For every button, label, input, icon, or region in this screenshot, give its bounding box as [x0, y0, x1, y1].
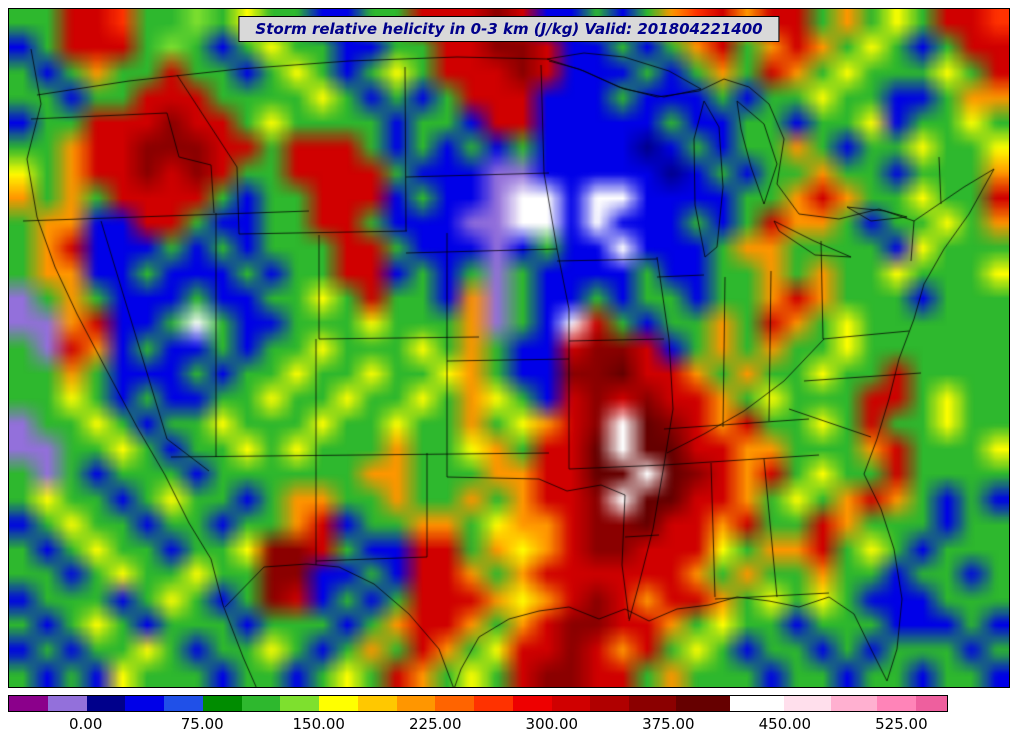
colorbar-segment: [86, 696, 126, 711]
colorbar-tick-label: 450.00: [758, 715, 812, 733]
colorbar-segment: [830, 696, 878, 711]
colorbar-segment: [319, 696, 358, 711]
colorbar-segment: [164, 696, 203, 711]
helicity-field-canvas: [9, 9, 1009, 687]
colorbar-tick-label: 225.00: [409, 715, 462, 733]
colorbar-segment: [877, 696, 917, 711]
colorbar-segment: [357, 696, 397, 711]
colorbar-segment: [551, 696, 591, 711]
colorbar-segment: [241, 696, 281, 711]
map-title: Storm relative helicity in 0-3 km (J/kg)…: [255, 20, 763, 38]
colorbar-tick-label: 525.00: [875, 715, 928, 733]
colorbar-segment: [435, 696, 475, 711]
colorbar-segment: [590, 696, 630, 711]
colorbar-segment: [280, 696, 320, 711]
colorbar-segment: [9, 696, 48, 711]
colorbar-segment: [629, 696, 676, 711]
colorbar-tick-label: 300.00: [525, 715, 579, 733]
colorbar-segment: [47, 696, 87, 711]
colorbar-segment: [125, 696, 165, 711]
map-title-box: Storm relative helicity in 0-3 km (J/kg)…: [238, 16, 780, 42]
map-area: Storm relative helicity in 0-3 km (J/kg)…: [8, 8, 1010, 688]
colorbar-segment: [675, 696, 731, 711]
colorbar-segment: [396, 696, 436, 711]
colorbar-labels: 0.00 75.00 150.00 225.00 300.00 375.00 450.00 5…: [8, 715, 948, 735]
colorbar-segment: [512, 696, 552, 711]
colorbar-segment: [474, 696, 513, 711]
colorbar-segment: [784, 696, 831, 711]
colorbar-tick-label: 0.00: [68, 715, 103, 733]
colorbar: [8, 695, 948, 712]
colorbar-segment: [202, 696, 242, 711]
colorbar-tick-label: 150.00: [292, 715, 345, 733]
colorbar-segment: [916, 696, 948, 711]
colorbar-tick-label: 75.00: [180, 715, 224, 733]
colorbar-segment: [730, 696, 785, 711]
colorbar-tick-label: 375.00: [642, 715, 695, 733]
